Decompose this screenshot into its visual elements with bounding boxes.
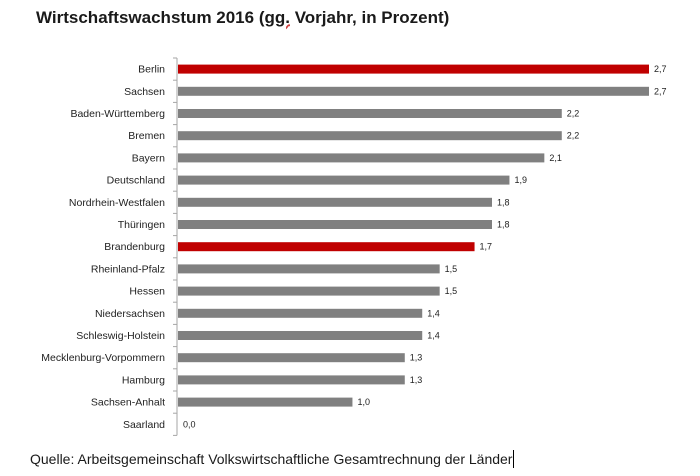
category-label: Rheinland-Pfalz (91, 263, 165, 275)
category-label: Deutschland (107, 175, 166, 187)
value-label: 2,7 (654, 64, 667, 74)
category-label: Niedersachsen (95, 308, 165, 320)
value-label: 1,4 (427, 308, 440, 318)
bar-niedersachsen (178, 308, 423, 318)
bar-sachsen-anhalt (178, 397, 353, 407)
value-label: 1,9 (514, 175, 527, 185)
value-label: 2,1 (549, 153, 562, 163)
category-label: Schleswig-Holstein (76, 330, 165, 342)
value-label: 1,3 (410, 375, 423, 385)
value-label: 1,4 (427, 331, 440, 341)
category-label: Mecklenburg-Vorpommern (41, 352, 165, 364)
value-label: 0,0 (183, 419, 196, 429)
bar-bremen (178, 131, 562, 141)
value-label: 2,2 (567, 131, 580, 141)
value-label: 1,8 (497, 197, 510, 207)
value-label: 2,7 (654, 86, 667, 96)
bar-deutschland (178, 175, 510, 185)
category-label: Hamburg (122, 374, 165, 386)
bar-bayern (178, 153, 545, 163)
value-label: 1,5 (445, 286, 458, 296)
bar-hamburg (178, 375, 405, 385)
value-label: 1,8 (497, 220, 510, 230)
category-label: Saarland (123, 419, 165, 431)
bar-schleswig-holstein (178, 331, 423, 340)
bar-thüringen (178, 220, 492, 229)
bar-rheinland-pfalz (178, 264, 440, 274)
value-label: 1,5 (445, 264, 458, 274)
category-label: Bremen (128, 130, 165, 142)
chart-title: Wirtschaftswachstum 2016 (gg. Vorjahr, i… (36, 8, 450, 27)
category-label: Baden-Württemberg (70, 108, 165, 120)
bar-berlin (178, 64, 649, 74)
value-label: 2,2 (567, 109, 580, 119)
bar-brandenburg (178, 242, 475, 252)
value-label: 1,3 (410, 353, 423, 363)
bar-baden-württemberg (178, 109, 562, 118)
source-note: Quelle: Arbeitsgemeinschaft Volkswirtsch… (30, 450, 515, 468)
value-label: 1,7 (480, 242, 493, 252)
category-label: Sachsen-Anhalt (91, 397, 165, 409)
category-label: Sachsen (124, 86, 165, 98)
category-label: Hessen (129, 286, 165, 298)
bar-sachsen (178, 86, 649, 96)
bar-mecklenburg-vorpommern (178, 353, 405, 363)
category-label: Berlin (138, 64, 165, 76)
category-label: Bayern (132, 152, 165, 164)
category-label: Thüringen (118, 219, 165, 231)
category-label: Nordrhein-Westfalen (69, 197, 165, 209)
value-label: 1,0 (357, 397, 370, 407)
category-label: Brandenburg (104, 241, 165, 253)
bar-hessen (178, 286, 440, 296)
bar-nordrhein-westfalen (178, 197, 492, 207)
